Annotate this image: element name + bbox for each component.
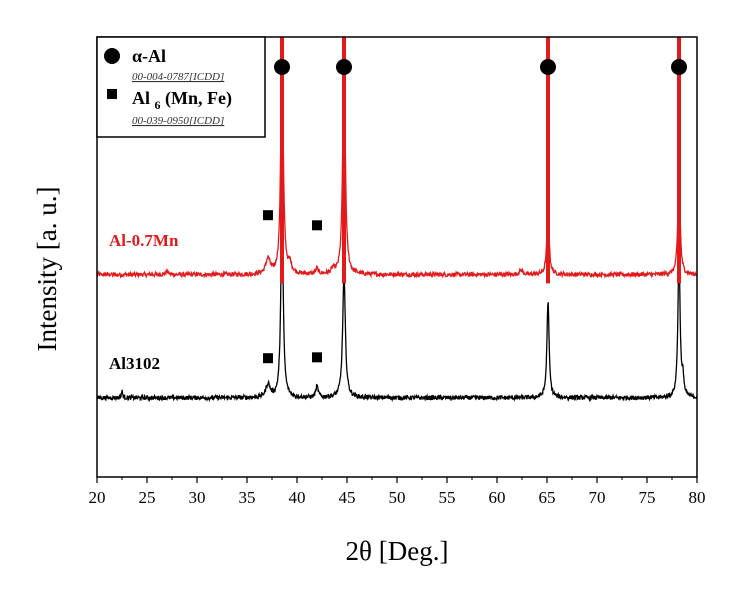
alpha-al-marker [540, 59, 556, 75]
legend-label-al6-base: Al [132, 88, 150, 108]
series-label: Al-0.7Mn [109, 231, 179, 250]
legend-circle-marker [104, 48, 120, 64]
legend-square-marker [107, 89, 117, 99]
legend-label-al6mnfe: Al 6 (Mn, Fe) [132, 88, 232, 113]
x-tick-label: 30 [189, 488, 206, 507]
al6-marker [312, 220, 322, 231]
al6-marker [263, 210, 273, 221]
x-tick-label: 25 [139, 488, 156, 507]
x-tick-label: 65 [539, 488, 556, 507]
al6-marker [263, 353, 273, 364]
x-tick-label: 70 [589, 488, 606, 507]
alpha-al-marker [336, 59, 352, 75]
x-tick-label: 60 [489, 488, 506, 507]
legend-label-al6-rest: (Mn, Fe) [165, 88, 232, 109]
legend-label-alpha-al: α-Al [132, 46, 166, 66]
series-label: Al3102 [109, 354, 160, 373]
x-ticks-layer: 20 25 30 35 40 45 50 55 60 65 70 75 80 [89, 477, 706, 507]
x-axis-title: 2θ [Deg.] [346, 536, 449, 566]
legend-box [96, 36, 266, 138]
x-tick-label: 50 [389, 488, 406, 507]
reference-lines-layer [280, 37, 681, 284]
x-tick-label: 55 [439, 488, 456, 507]
y-axis-title: Intensity [a. u.] [32, 187, 62, 352]
alpha-al-marker [274, 59, 290, 75]
x-tick-label: 80 [689, 488, 706, 507]
alpha-al-marker [671, 59, 687, 75]
x-tick-label: 35 [239, 488, 256, 507]
legend-label-al6-subscript: 6 [155, 98, 161, 112]
legend: α-Al 00-004-0787[ICDD] Al 6 (Mn, Fe) 00-… [96, 36, 266, 138]
x-tick-label: 45 [339, 488, 356, 507]
series-line-0 [96, 35, 698, 279]
traces-layer: Al-0.7Mn Al3102 [96, 35, 698, 403]
legend-ref-alpha-al: 00-004-0787[ICDD] [132, 71, 224, 83]
al6-marker [312, 352, 322, 363]
series-line-1 [96, 211, 698, 403]
x-tick-label: 75 [639, 488, 656, 507]
legend-ref-al6mnfe: 00-039-0950[ICDD] [132, 115, 224, 127]
x-tick-label: 20 [89, 488, 106, 507]
x-tick-label: 40 [289, 488, 306, 507]
markers-layer [263, 59, 687, 364]
